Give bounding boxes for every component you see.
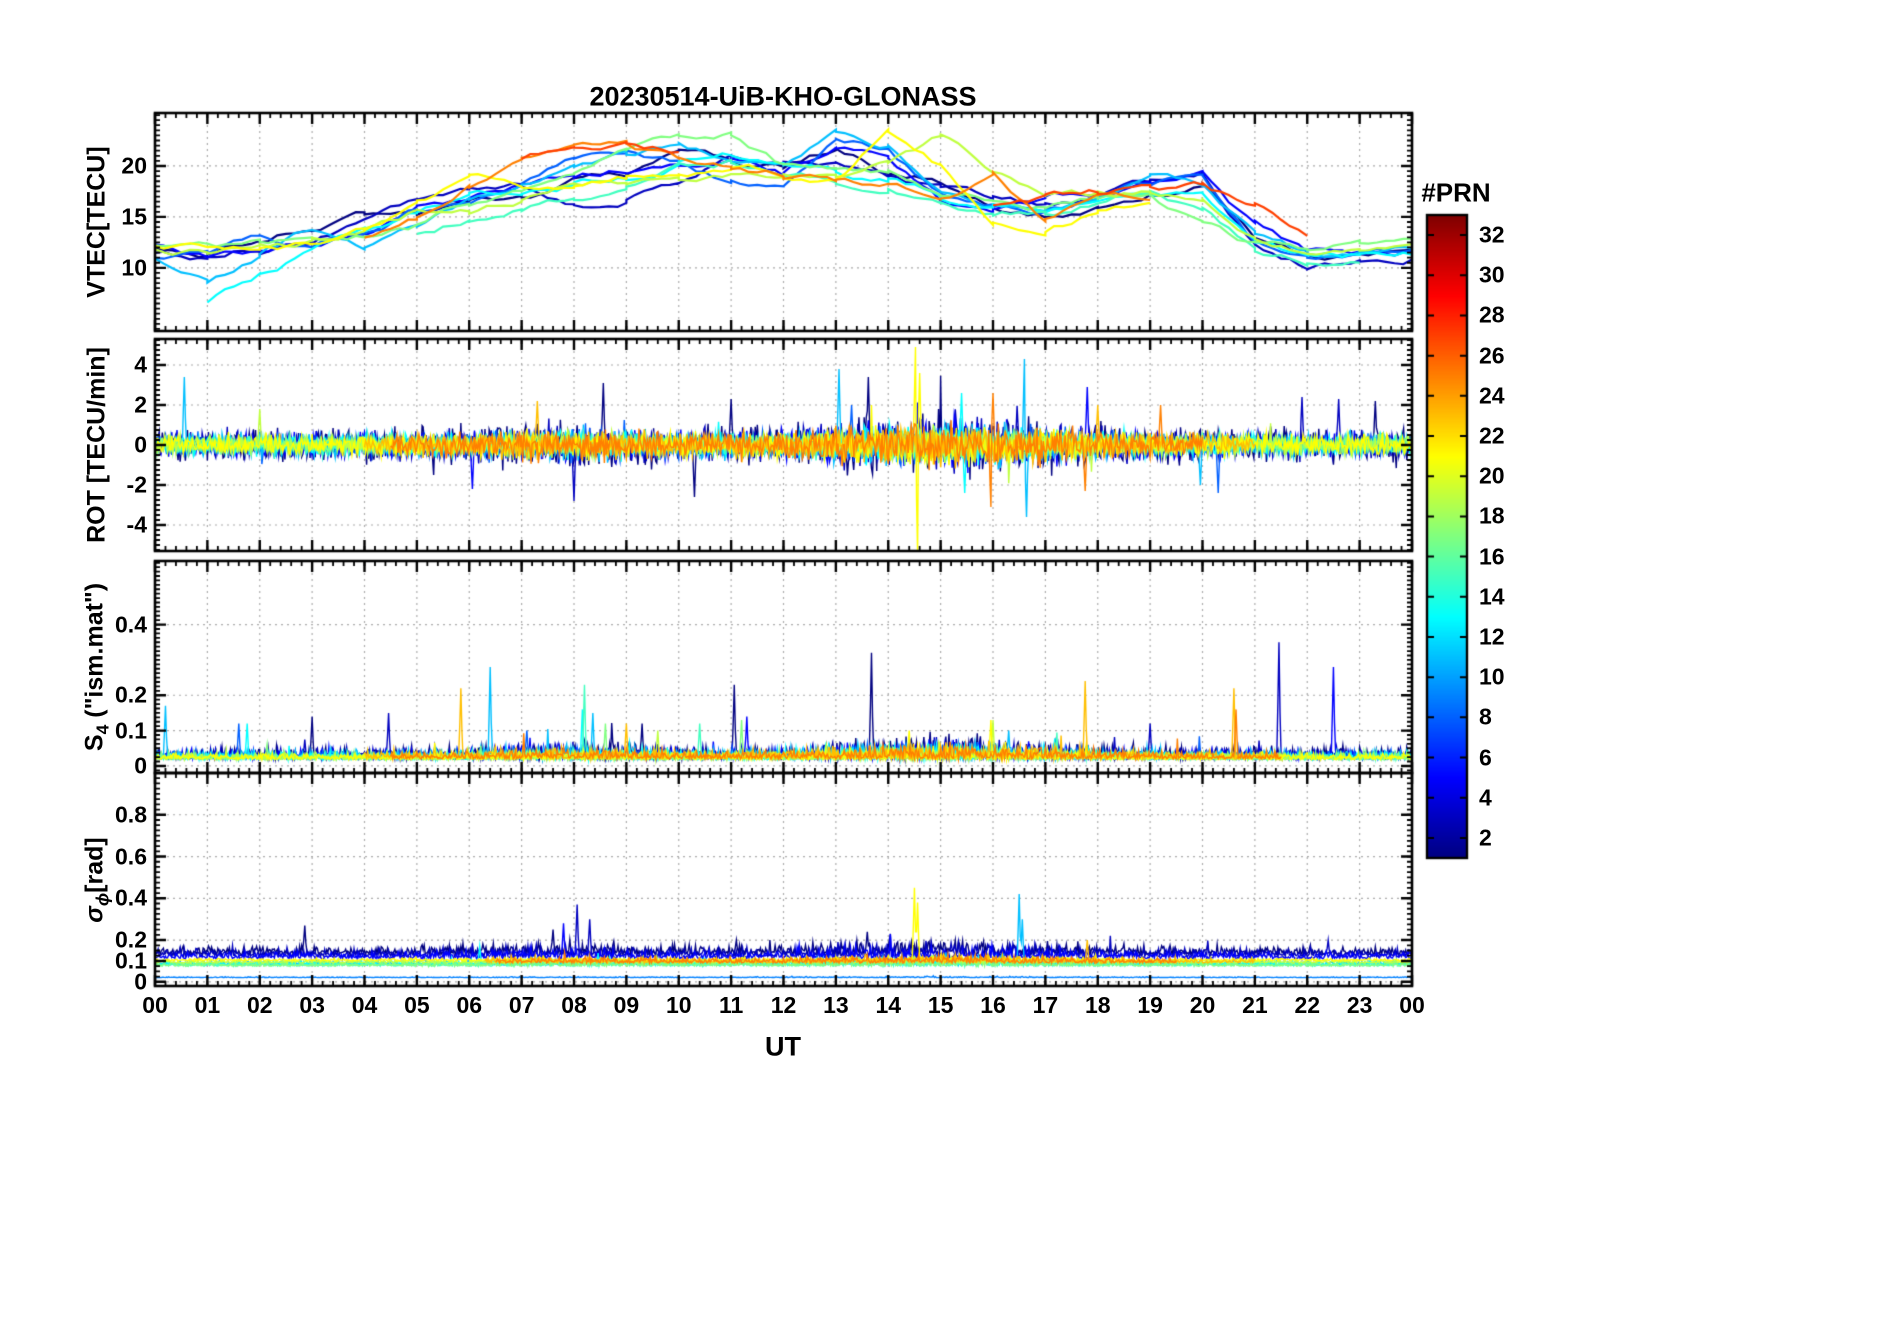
y-tick-label: 0.2: [115, 926, 147, 953]
x-tick-label: 06: [456, 992, 483, 1018]
x-tick-label: 04: [351, 992, 378, 1018]
x-tick-label: 00: [1399, 992, 1425, 1018]
y-axis-label-vtec: VTEC[TECU]: [82, 146, 111, 298]
y-tick-label: 0: [134, 752, 147, 779]
x-tick-label: 17: [1032, 992, 1059, 1018]
y-tick-label: 0.1: [115, 947, 147, 974]
colorbar-tick-label: 22: [1479, 422, 1505, 449]
colorbar-tick-label: 8: [1479, 703, 1492, 730]
colorbar-tick-label: 2: [1479, 824, 1492, 851]
colorbar-tick-label: 18: [1479, 502, 1505, 529]
y-tick-label: 0.8: [115, 801, 147, 828]
y-tick-label: 0: [134, 431, 147, 458]
colorbar-tick-label: 26: [1479, 342, 1505, 369]
x-tick-label: 07: [508, 992, 535, 1018]
x-tick-label: 22: [1294, 992, 1321, 1018]
x-tick-label: 14: [875, 992, 902, 1018]
x-axis-label: UT: [765, 1031, 801, 1062]
y-tick-label: 0.1: [115, 717, 147, 744]
x-tick-label: 15: [927, 992, 954, 1018]
colorbar-tick-label: 6: [1479, 744, 1492, 771]
x-tick-label: 05: [404, 992, 430, 1018]
x-tick-label: 19: [1137, 992, 1163, 1018]
x-tick-label: 01: [194, 992, 221, 1018]
y-tick-label: 4: [134, 351, 147, 378]
x-tick-label: 20: [1189, 992, 1216, 1018]
y-tick-label: 15: [121, 203, 147, 230]
colorbar-tick-label: 30: [1479, 261, 1505, 288]
colorbar-tick-label: 16: [1479, 543, 1505, 570]
x-tick-label: 00: [142, 992, 168, 1018]
y-tick-label: 0.6: [115, 843, 147, 870]
colorbar-tick-label: 28: [1479, 301, 1505, 328]
y-tick-label: 0: [134, 968, 147, 995]
colorbar-tick-label: 4: [1479, 784, 1492, 811]
x-tick-label: 16: [980, 992, 1006, 1018]
x-tick-label: 12: [770, 992, 797, 1018]
colorbar-tick-label: 14: [1479, 583, 1505, 610]
colorbar-label: #PRN: [1421, 177, 1491, 208]
x-tick-label: 18: [1084, 992, 1111, 1018]
colorbar-tick-label: 12: [1479, 623, 1505, 650]
x-tick-label: 03: [299, 992, 325, 1018]
y-tick-label: 0.4: [115, 611, 147, 638]
colorbar-tick-label: 10: [1479, 663, 1505, 690]
x-tick-label: 09: [613, 992, 640, 1018]
x-tick-label: 23: [1346, 992, 1373, 1018]
x-tick-label: 21: [1242, 992, 1268, 1018]
y-tick-label: -2: [126, 471, 147, 498]
y-tick-label: 2: [134, 391, 147, 418]
colorbar-tick-label: 20: [1479, 462, 1505, 489]
colorbar-tick-label: 24: [1479, 382, 1505, 409]
y-axis-label-s4: S4 ("ism.mat"): [80, 582, 113, 752]
y-tick-label: 0.2: [115, 681, 147, 708]
x-tick-label: 11: [718, 992, 744, 1018]
y-tick-label: 20: [121, 152, 147, 179]
y-axis-label-rot: ROT [TECU/min]: [82, 347, 111, 543]
x-tick-label: 13: [823, 992, 849, 1018]
chart-title: 20230514-UiB-KHO-GLONASS: [589, 81, 977, 112]
x-tick-label: 02: [246, 992, 273, 1018]
y-axis-label-sigma-phi: σϕ[rad]: [80, 836, 113, 923]
y-tick-label: -4: [126, 511, 147, 538]
colorbar-tick-label: 32: [1479, 221, 1505, 248]
y-tick-label: 10: [121, 254, 147, 281]
x-tick-label: 10: [665, 992, 692, 1018]
x-tick-label: 08: [561, 992, 587, 1018]
y-tick-label: 0.4: [115, 884, 147, 911]
